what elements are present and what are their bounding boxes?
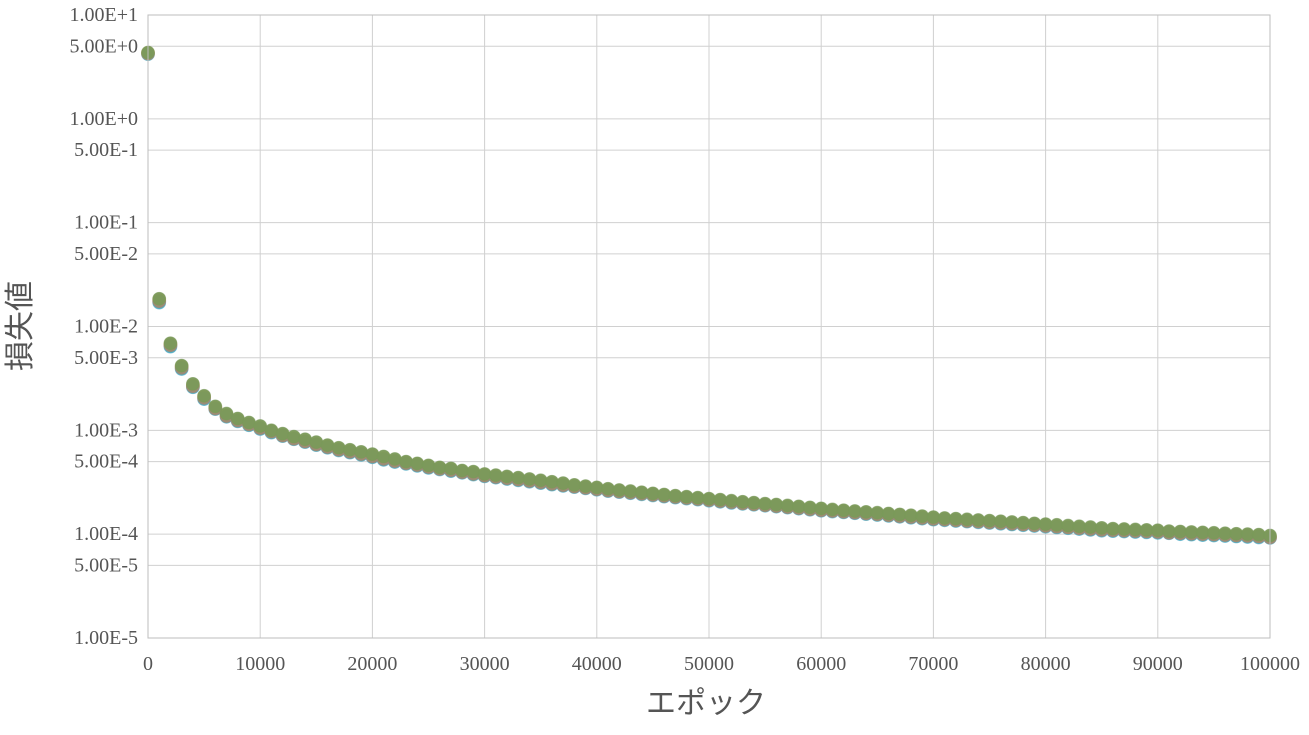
y-tick-label: 5.00E-3 — [74, 347, 138, 369]
data-point — [444, 461, 458, 476]
x-tick-label: 90000 — [1133, 653, 1183, 675]
y-tick-label: 1.00E+1 — [70, 4, 139, 26]
y-tick-label: 5.00E-4 — [74, 451, 138, 473]
x-tick-label: 20000 — [347, 653, 397, 675]
x-tick-label: 30000 — [460, 653, 510, 675]
y-tick-label: 1.00E-2 — [74, 316, 138, 338]
x-tick-label: 80000 — [1021, 653, 1071, 675]
data-point — [331, 440, 346, 455]
data-point — [343, 442, 357, 457]
data-point — [163, 336, 178, 351]
y-tick-label: 5.00E-1 — [74, 139, 138, 161]
x-tick-label: 40000 — [572, 653, 622, 675]
data-point — [354, 444, 369, 459]
data-point — [320, 438, 335, 453]
y-tick-label: 1.00E+0 — [70, 108, 139, 130]
x-tick-label: 100000 — [1240, 653, 1300, 675]
data-point — [208, 399, 223, 414]
x-tick-label: 60000 — [796, 653, 846, 675]
y-tick-label: 1.00E-1 — [74, 212, 138, 234]
data-point — [556, 476, 571, 491]
x-tick-label: 50000 — [684, 653, 734, 675]
x-tick-label: 70000 — [908, 653, 958, 675]
plot-area-border — [147, 14, 1271, 639]
grid-lines — [147, 14, 1271, 639]
x-tick-label: 0 — [143, 653, 153, 675]
x-tick-label: 10000 — [235, 653, 285, 675]
y-tick-label: 1.00E-3 — [74, 419, 138, 441]
data-point — [399, 454, 413, 469]
y-tick-label: 5.00E-2 — [74, 243, 138, 265]
y-tick-label: 5.00E-5 — [74, 554, 138, 576]
series-4 — [141, 45, 1277, 543]
y-tick-label: 1.00E-4 — [74, 523, 138, 545]
data-point — [197, 388, 212, 403]
data-point — [376, 449, 391, 464]
data-point — [174, 358, 189, 373]
y-tick-label: 5.00E+0 — [70, 35, 139, 57]
data-point — [387, 452, 402, 466]
y-axis-title: 損失値 — [3, 281, 38, 371]
y-tick-label: 1.00E-5 — [74, 627, 138, 649]
data-point — [152, 291, 167, 306]
data-point — [185, 377, 200, 391]
data-point — [410, 456, 425, 471]
data-points — [141, 45, 1277, 545]
x-axis-title: エポック — [646, 686, 766, 721]
data-point — [286, 429, 301, 444]
data-point — [421, 458, 436, 473]
tick-labels: 0 10000 20000 30000 40000 50000 60000 70000 8000… — [70, 4, 1301, 675]
data-point — [466, 464, 481, 479]
data-point — [365, 447, 380, 462]
